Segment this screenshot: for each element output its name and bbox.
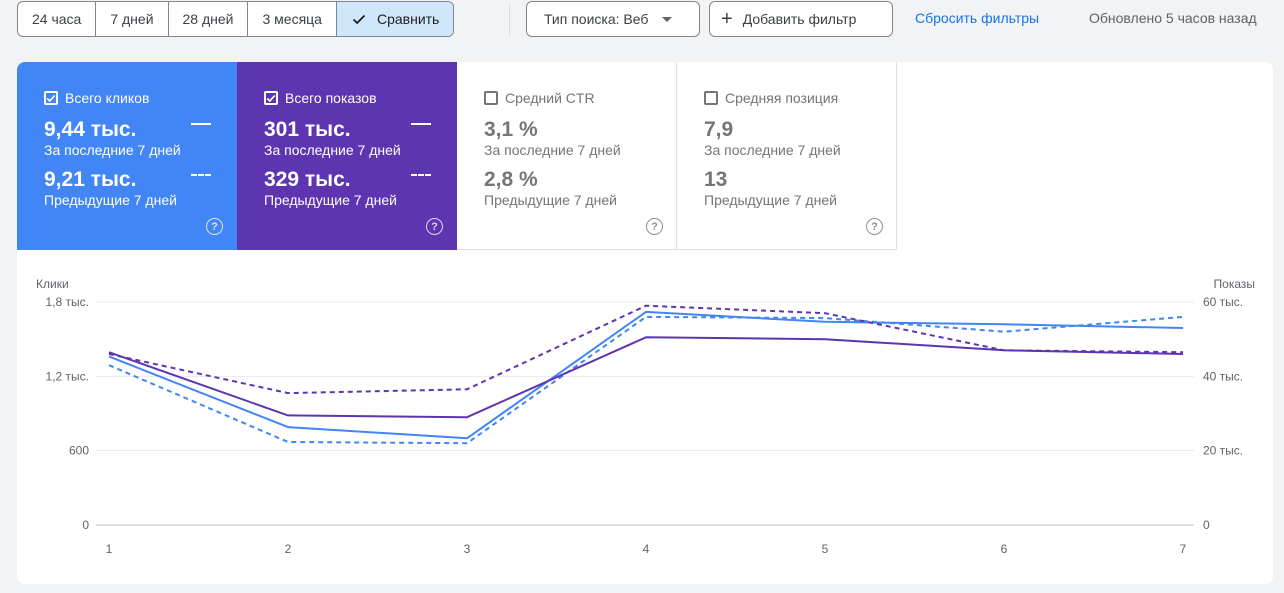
metric-current-value: 7,9: [704, 118, 734, 141]
search-type-dropdown[interactable]: Тип поиска: Веб: [526, 1, 700, 37]
series-line-0: [108, 310, 1184, 440]
metric-previous-value: 9,21 тыс.: [44, 168, 137, 191]
metric-label: Средний CTR: [505, 90, 595, 106]
metric-current-period: За последние 7 дней: [264, 142, 401, 158]
metric-card-clicks[interactable]: Всего кликов 9,44 тыс. За последние 7 дн…: [17, 62, 237, 250]
metric-previous-period: Предыдущие 7 дней: [264, 192, 397, 208]
legend-solid-line: [191, 123, 211, 125]
updated-status: Обновлено 5 часов назад: [1089, 10, 1257, 26]
series-line-3: [108, 304, 1184, 395]
checkbox-unchecked-icon[interactable]: [484, 91, 498, 105]
legend-dashed-line: [191, 174, 211, 176]
checkbox-checked-icon[interactable]: [264, 91, 278, 105]
x-tick-label: 4: [643, 542, 650, 556]
metric-card-ctr[interactable]: Средний CTR 3,1 % За последние 7 дней 2,…: [457, 62, 677, 250]
metric-previous-value: 329 тыс.: [264, 168, 351, 191]
checkbox-checked-icon[interactable]: [44, 91, 58, 105]
metric-previous-period: Предыдущие 7 дней: [44, 192, 177, 208]
metric-current-value: 301 тыс.: [264, 118, 351, 141]
x-tick-label: 5: [822, 542, 829, 556]
metric-label-row: Средняя позиция: [704, 90, 896, 106]
range-24h-button[interactable]: 24 часа: [18, 2, 97, 36]
x-tick-label: 3: [464, 542, 471, 556]
metric-label: Всего кликов: [65, 90, 150, 106]
range-7d-button[interactable]: 7 дней: [96, 2, 169, 36]
search-type-label: Тип поиска: Веб: [544, 11, 649, 27]
performance-chart[interactable]: 0 600 1,2 тыс. 1,8 тыс. 0 20 тыс. 40 тыс. 60 ты…: [17, 62, 1273, 584]
metric-previous-value: 13: [704, 168, 728, 191]
metric-label: Всего показов: [285, 90, 377, 106]
metric-card-position[interactable]: Средняя позиция 7,9 За последние 7 дней …: [677, 62, 897, 250]
metric-label-row: Всего показов: [264, 90, 457, 106]
check-icon: [352, 14, 366, 25]
help-icon[interactable]: ?: [206, 218, 223, 235]
metric-label-row: Средний CTR: [484, 90, 676, 106]
toolbar-divider: [509, 4, 510, 36]
metric-current-value: 3,1 %: [484, 118, 538, 141]
y-right-tick-label: 40 тыс.: [1203, 369, 1243, 383]
metric-current-value: 9,44 тыс.: [44, 118, 137, 141]
x-tick-label: 1: [106, 542, 113, 556]
metric-previous-period: Предыдущие 7 дней: [484, 192, 617, 208]
range-28d-button[interactable]: 28 дней: [169, 2, 249, 36]
legend-solid-line: [411, 123, 431, 125]
plus-icon: +: [721, 8, 733, 30]
y-left-tick-label: 1,2 тыс.: [46, 369, 89, 383]
add-filter-button[interactable]: + Добавить фильтр: [709, 1, 893, 37]
add-filter-label: Добавить фильтр: [742, 11, 857, 27]
y-right-tick-label: 0: [1203, 518, 1210, 532]
range-3m-button[interactable]: 3 месяца: [248, 2, 337, 36]
y-left-axis-label: Клики: [36, 277, 69, 291]
metric-previous-period: Предыдущие 7 дней: [704, 192, 837, 208]
metric-card-impressions[interactable]: Всего показов 301 тыс. За последние 7 дн…: [237, 62, 457, 250]
y-right-tick-label: 20 тыс.: [1203, 444, 1243, 458]
help-icon[interactable]: ?: [646, 218, 663, 235]
reset-filters-link[interactable]: Сбросить фильтры: [915, 10, 1040, 26]
dropdown-arrow-icon: [662, 16, 673, 22]
y-right-axis-label: Показы: [1214, 277, 1255, 291]
compare-label: Сравнить: [376, 11, 440, 27]
y-left-tick-label: 0: [82, 518, 89, 532]
performance-card: Всего кликов 9,44 тыс. За последние 7 дн…: [17, 62, 1273, 584]
metric-label: Средняя позиция: [725, 90, 839, 106]
metric-label-row: Всего кликов: [44, 90, 237, 106]
metric-current-period: За последние 7 дней: [484, 142, 621, 158]
compare-button[interactable]: Сравнить: [336, 2, 454, 36]
date-range-selector: 24 часа 7 дней 28 дней 3 месяца Сравнить: [17, 1, 455, 37]
x-tick-label: 7: [1180, 542, 1187, 556]
checkbox-unchecked-icon[interactable]: [704, 91, 718, 105]
legend-dashed-line: [411, 174, 431, 176]
y-right-tick-label: 60 тыс.: [1203, 295, 1243, 309]
help-icon[interactable]: ?: [426, 218, 443, 235]
metric-previous-value: 2,8 %: [484, 168, 538, 191]
toolbar: 24 часа 7 дней 28 дней 3 месяца Сравнить…: [0, 0, 1284, 40]
series-line-1: [108, 315, 1184, 445]
x-tick-label: 6: [1001, 542, 1008, 556]
help-icon[interactable]: ?: [866, 218, 883, 235]
series-line-2: [108, 336, 1184, 419]
y-left-tick-label: 1,8 тыс.: [46, 295, 89, 309]
metric-current-period: За последние 7 дней: [44, 142, 181, 158]
x-tick-label: 2: [285, 542, 292, 556]
y-left-tick-label: 600: [69, 444, 89, 458]
metric-current-period: За последние 7 дней: [704, 142, 841, 158]
